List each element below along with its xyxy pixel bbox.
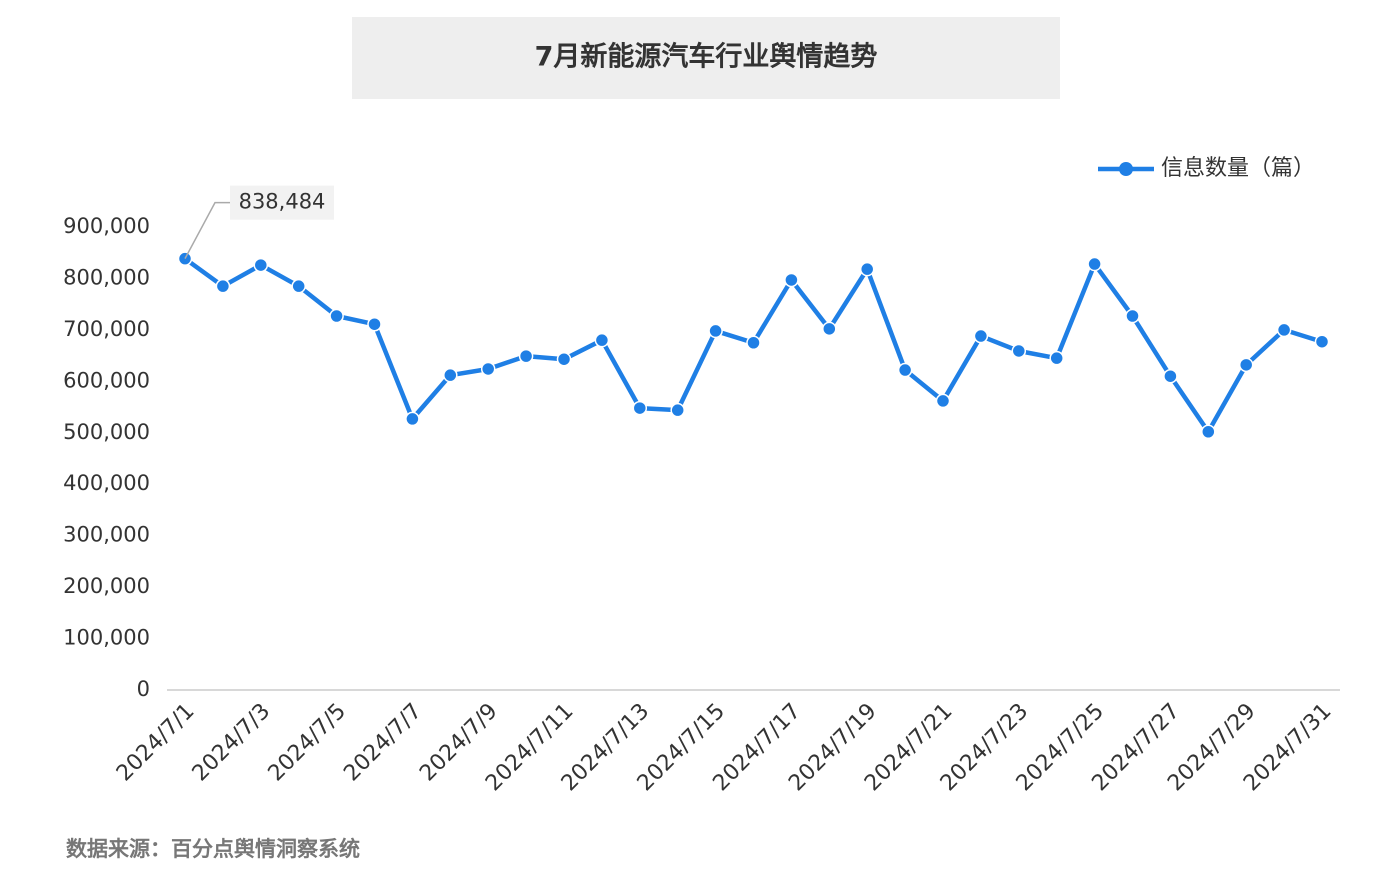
data-point bbox=[253, 257, 269, 273]
x-tick-label: 2024/7/1 bbox=[112, 699, 200, 787]
data-point bbox=[973, 328, 989, 344]
data-point bbox=[708, 323, 723, 339]
data-point bbox=[897, 362, 913, 378]
data-point bbox=[1276, 322, 1292, 338]
data-point bbox=[518, 348, 534, 364]
data-point bbox=[291, 278, 306, 294]
x-tick-label: 2024/7/7 bbox=[339, 699, 427, 787]
data-point bbox=[859, 261, 875, 277]
data-point bbox=[1163, 368, 1178, 384]
y-tick-label: 800,000 bbox=[63, 265, 150, 289]
data-point bbox=[822, 321, 837, 337]
y-tick-label: 100,000 bbox=[63, 626, 150, 650]
data-point bbox=[405, 411, 420, 427]
y-tick-label: 600,000 bbox=[63, 368, 150, 392]
y-tick-label: 500,000 bbox=[63, 420, 150, 444]
data-point bbox=[784, 272, 799, 288]
data-point bbox=[1125, 308, 1140, 324]
data-point bbox=[443, 367, 458, 383]
data-point bbox=[329, 308, 344, 324]
data-point bbox=[632, 400, 648, 416]
data-point bbox=[935, 393, 951, 409]
data-point bbox=[746, 335, 761, 350]
title-box bbox=[352, 17, 1060, 99]
data-point bbox=[1011, 343, 1027, 359]
legend-label: 信息数量（篇） bbox=[1161, 156, 1315, 181]
label-leader bbox=[184, 201, 230, 260]
chart-title: 7月新能源汽车行业舆情趋势 bbox=[535, 41, 878, 73]
y-tick-label: 200,000 bbox=[63, 574, 150, 598]
data-point bbox=[556, 351, 572, 367]
data-point bbox=[480, 361, 496, 377]
data-point bbox=[594, 332, 610, 348]
data-point bbox=[1201, 424, 1216, 439]
source-note: 数据来源：百分点舆情洞察系统 bbox=[66, 837, 360, 861]
x-tick-label: 2024/7/3 bbox=[188, 699, 276, 787]
data-point bbox=[1238, 357, 1254, 373]
legend-marker bbox=[1119, 162, 1133, 176]
x-tick-label: 2024/7/5 bbox=[264, 699, 352, 787]
y-tick-label: 300,000 bbox=[63, 523, 150, 547]
data-point bbox=[367, 316, 382, 332]
data-point bbox=[1314, 334, 1330, 349]
data-point bbox=[1049, 350, 1064, 366]
label-box bbox=[230, 185, 334, 220]
y-tick-label: 400,000 bbox=[63, 471, 150, 495]
data-point bbox=[215, 278, 231, 294]
data-label: 838,484 bbox=[239, 190, 326, 214]
data-point bbox=[670, 402, 685, 418]
y-tick-label: 900,000 bbox=[63, 214, 150, 238]
data-point bbox=[1087, 256, 1102, 272]
y-tick-label: 0 bbox=[137, 677, 150, 701]
y-tick-label: 700,000 bbox=[63, 317, 150, 341]
